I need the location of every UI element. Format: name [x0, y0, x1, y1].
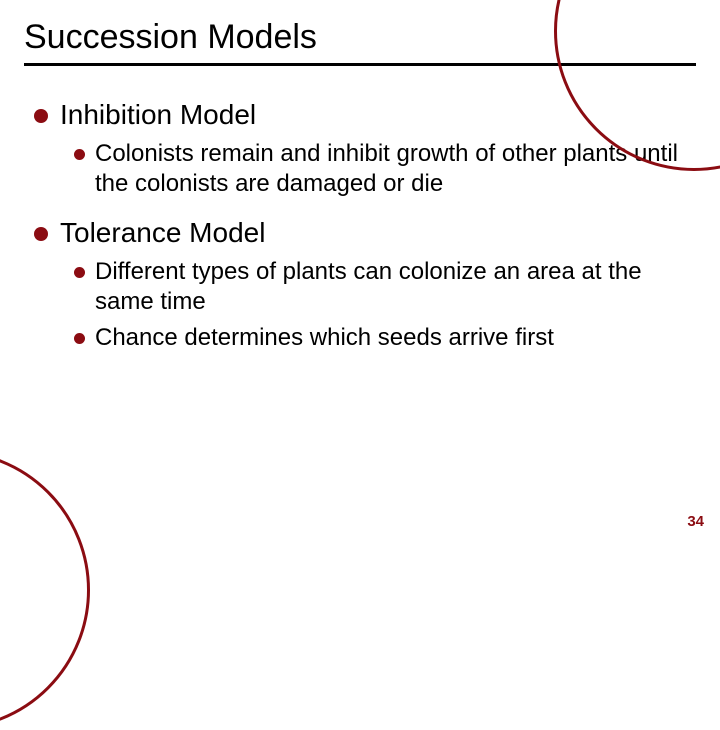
section-point: Colonists remain and inhibit growth of o…	[74, 139, 696, 199]
section-point-text: Colonists remain and inhibit growth of o…	[95, 139, 685, 199]
section-point: Chance determines which seeds arrive fir…	[74, 323, 696, 353]
bullet-icon	[74, 149, 85, 160]
section-heading-text: Tolerance Model	[60, 217, 265, 249]
bullet-icon	[74, 333, 85, 344]
section-point-text: Different types of plants can colonize a…	[95, 257, 685, 317]
slide-content: Inhibition Model Colonists remain and in…	[24, 99, 696, 353]
section-point: Different types of plants can colonize a…	[74, 257, 696, 317]
corner-arc-decor	[0, 450, 90, 730]
section-heading: Tolerance Model	[34, 217, 696, 249]
bullet-icon	[34, 227, 48, 241]
section-heading-text: Inhibition Model	[60, 99, 256, 131]
slide: Succession Models Inhibition Model Colon…	[0, 0, 720, 540]
bullet-icon	[74, 267, 85, 278]
title-divider	[24, 63, 696, 83]
section-point-text: Chance determines which seeds arrive fir…	[95, 323, 554, 353]
bullet-icon	[34, 109, 48, 123]
page-number: 34	[687, 513, 704, 530]
